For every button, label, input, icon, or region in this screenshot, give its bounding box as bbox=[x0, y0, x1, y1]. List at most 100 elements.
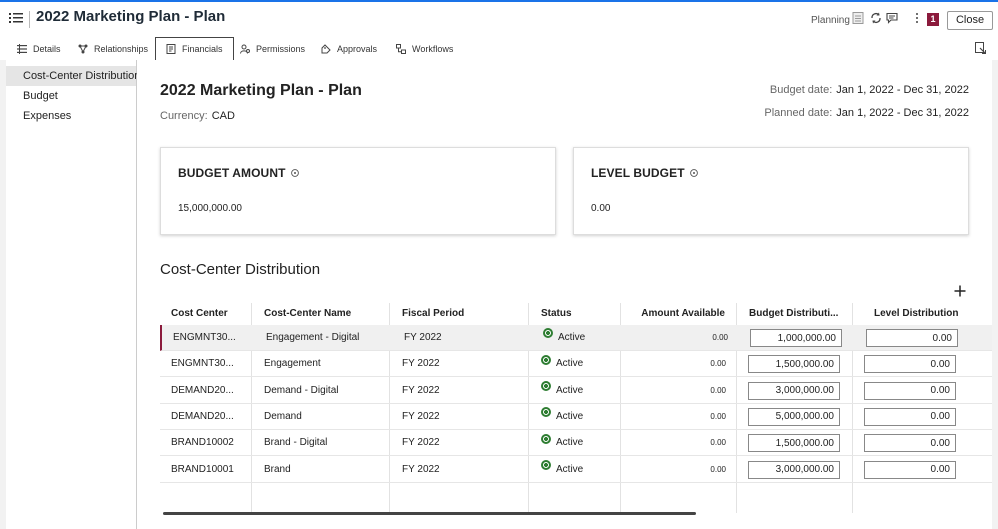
comment-icon[interactable] bbox=[886, 12, 898, 24]
planned-date: Planned date: Jan 1, 2022 - Dec 31, 2022 bbox=[764, 107, 969, 119]
add-icon[interactable] bbox=[954, 285, 966, 297]
tab-workflows[interactable]: Workflows bbox=[396, 37, 453, 60]
level-distribution-input[interactable] bbox=[864, 381, 956, 400]
column-header-cost-center[interactable]: Cost Center bbox=[171, 308, 228, 319]
main-content: 2022 Marketing Plan - Plan Currency: CAD … bbox=[137, 60, 992, 529]
tab-label: Details bbox=[33, 43, 61, 54]
column-divider bbox=[529, 303, 621, 513]
budget-distribution-input[interactable] bbox=[748, 407, 840, 426]
planning-label: Planning bbox=[811, 15, 850, 26]
cell-fiscal-period: FY 2022 bbox=[402, 358, 440, 370]
status-active-icon bbox=[541, 380, 551, 391]
tab-details[interactable]: Details bbox=[17, 37, 61, 60]
cell-status: Active bbox=[541, 430, 621, 456]
level-distribution-input[interactable] bbox=[864, 407, 956, 426]
cell-cost-center[interactable]: BRAND10002 bbox=[171, 437, 234, 449]
card-title: LEVEL BUDGET bbox=[591, 166, 685, 180]
column-header-level-distribution[interactable]: Level Distribution bbox=[874, 308, 959, 319]
budget-amount-card: BUDGET AMOUNT 15,000,000.00 bbox=[160, 147, 556, 235]
financials-icon bbox=[166, 44, 176, 54]
budget-distribution-input[interactable] bbox=[750, 329, 842, 347]
tab-label: Approvals bbox=[337, 43, 378, 54]
budget-distribution-input[interactable] bbox=[748, 434, 840, 453]
table-row[interactable]: ENGMNT30... Engagement - Digital FY 2022 Ac… bbox=[160, 325, 992, 351]
cell-fiscal-period: FY 2022 bbox=[402, 463, 440, 475]
header-divider bbox=[29, 11, 30, 28]
top-accent-line bbox=[0, 0, 998, 2]
notification-badge[interactable]: 1 bbox=[927, 13, 939, 26]
cell-cost-center[interactable]: ENGMNT30... bbox=[171, 358, 234, 370]
column-divider bbox=[737, 303, 853, 513]
budget-distribution-input[interactable] bbox=[748, 460, 840, 479]
cell-status: Active bbox=[541, 404, 621, 430]
cost-center-table: Cost Center Cost-Center Name Fiscal Peri… bbox=[160, 303, 992, 513]
column-header-budget-distribution[interactable]: Budget Distributi... bbox=[749, 308, 839, 319]
tab-label: Permissions bbox=[256, 43, 306, 54]
column-divider bbox=[390, 303, 529, 513]
level-distribution-input[interactable] bbox=[866, 329, 958, 347]
menu-list-icon[interactable] bbox=[9, 11, 23, 25]
app-header: 2022 Marketing Plan - Plan Planning 1 Cl… bbox=[0, 2, 998, 35]
level-distribution-input[interactable] bbox=[864, 355, 956, 374]
currency-label: Currency: bbox=[160, 110, 208, 122]
sidebar-item-budget[interactable]: Budget bbox=[23, 90, 58, 102]
sidebar: Cost-Center Distribution Budget Expenses bbox=[6, 60, 140, 529]
table-row[interactable]: BRAND10001 Brand FY 2022 Active 0.00 bbox=[160, 457, 992, 483]
column-divider bbox=[621, 303, 737, 513]
more-options-icon[interactable] bbox=[911, 12, 923, 24]
budget-date-label: Budget date: bbox=[769, 84, 833, 96]
help-icon[interactable] bbox=[689, 169, 698, 177]
status-text: Active bbox=[556, 463, 584, 475]
table-row[interactable]: DEMAND20... Demand - Digital FY 2022 Active… bbox=[160, 378, 992, 404]
document-icon[interactable] bbox=[852, 12, 864, 24]
close-button[interactable]: Close bbox=[947, 11, 993, 30]
cell-status: Active bbox=[541, 378, 621, 404]
level-distribution-input[interactable] bbox=[864, 434, 956, 453]
cell-cost-center[interactable]: BRAND10001 bbox=[171, 463, 234, 475]
tab-financials[interactable]: Financials bbox=[155, 37, 234, 60]
status-text: Active bbox=[558, 332, 586, 343]
column-header-cost-center-name[interactable]: Cost-Center Name bbox=[264, 308, 352, 319]
budget-distribution-input[interactable] bbox=[748, 355, 840, 374]
tab-permissions[interactable]: Permissions bbox=[240, 37, 305, 60]
level-distribution-input[interactable] bbox=[864, 460, 956, 479]
sidebar-item-cost-center-distribution[interactable]: Cost-Center Distribution bbox=[6, 66, 140, 86]
cell-cost-center[interactable]: DEMAND20... bbox=[171, 410, 234, 422]
list-icon bbox=[17, 43, 27, 54]
budget-date-value: Jan 1, 2022 - Dec 31, 2022 bbox=[836, 84, 969, 96]
tab-label: Workflows bbox=[412, 43, 454, 54]
plan-title: 2022 Marketing Plan - Plan bbox=[160, 82, 362, 99]
sidebar-item-expenses[interactable]: Expenses bbox=[23, 110, 72, 122]
cell-cost-center-name: Demand - Digital bbox=[264, 384, 339, 396]
cell-cost-center[interactable]: DEMAND20... bbox=[171, 384, 234, 396]
planned-date-value: Jan 1, 2022 - Dec 31, 2022 bbox=[836, 107, 969, 119]
cell-amount-available: 0.00 bbox=[710, 438, 726, 448]
budget-amount-value: 15,000,000.00 bbox=[178, 203, 242, 214]
level-budget-card: LEVEL BUDGET 0.00 bbox=[573, 147, 969, 235]
section-title: Cost-Center Distribution bbox=[160, 261, 321, 278]
budget-distribution-input[interactable] bbox=[748, 381, 840, 400]
table-row[interactable]: DEMAND20... Demand FY 2022 Active 0.00 bbox=[160, 404, 992, 430]
panel-toggle-icon[interactable] bbox=[975, 42, 986, 54]
table-row[interactable]: ENGMNT30... Engagement FY 2022 Active 0.00 bbox=[160, 351, 992, 378]
permissions-icon bbox=[240, 44, 250, 54]
status-text: Active bbox=[556, 384, 584, 396]
help-icon[interactable] bbox=[290, 169, 299, 177]
tab-relationships[interactable]: Relationships bbox=[78, 37, 148, 60]
cell-amount-available: 0.00 bbox=[710, 464, 726, 474]
column-header-fiscal-period[interactable]: Fiscal Period bbox=[402, 308, 465, 319]
cell-cost-center[interactable]: ENGMNT30... bbox=[173, 332, 236, 343]
table-row[interactable]: BRAND10002 Brand - Digital FY 2022 Active 0.… bbox=[160, 430, 992, 457]
currency-info: Currency: CAD bbox=[160, 110, 235, 122]
status-active-icon bbox=[541, 407, 551, 418]
planned-date-label: Planned date: bbox=[764, 107, 833, 119]
column-header-status[interactable]: Status bbox=[541, 308, 572, 319]
tab-approvals[interactable]: Approvals bbox=[321, 37, 377, 60]
cell-status: Active bbox=[541, 457, 621, 483]
sync-icon[interactable] bbox=[870, 12, 882, 24]
column-header-amount-available[interactable]: Amount Available bbox=[641, 308, 725, 319]
cell-cost-center-name: Engagement bbox=[264, 358, 321, 370]
level-budget-value: 0.00 bbox=[591, 203, 611, 214]
horizontal-scrollbar[interactable] bbox=[163, 512, 696, 515]
status-text: Active bbox=[556, 410, 584, 422]
